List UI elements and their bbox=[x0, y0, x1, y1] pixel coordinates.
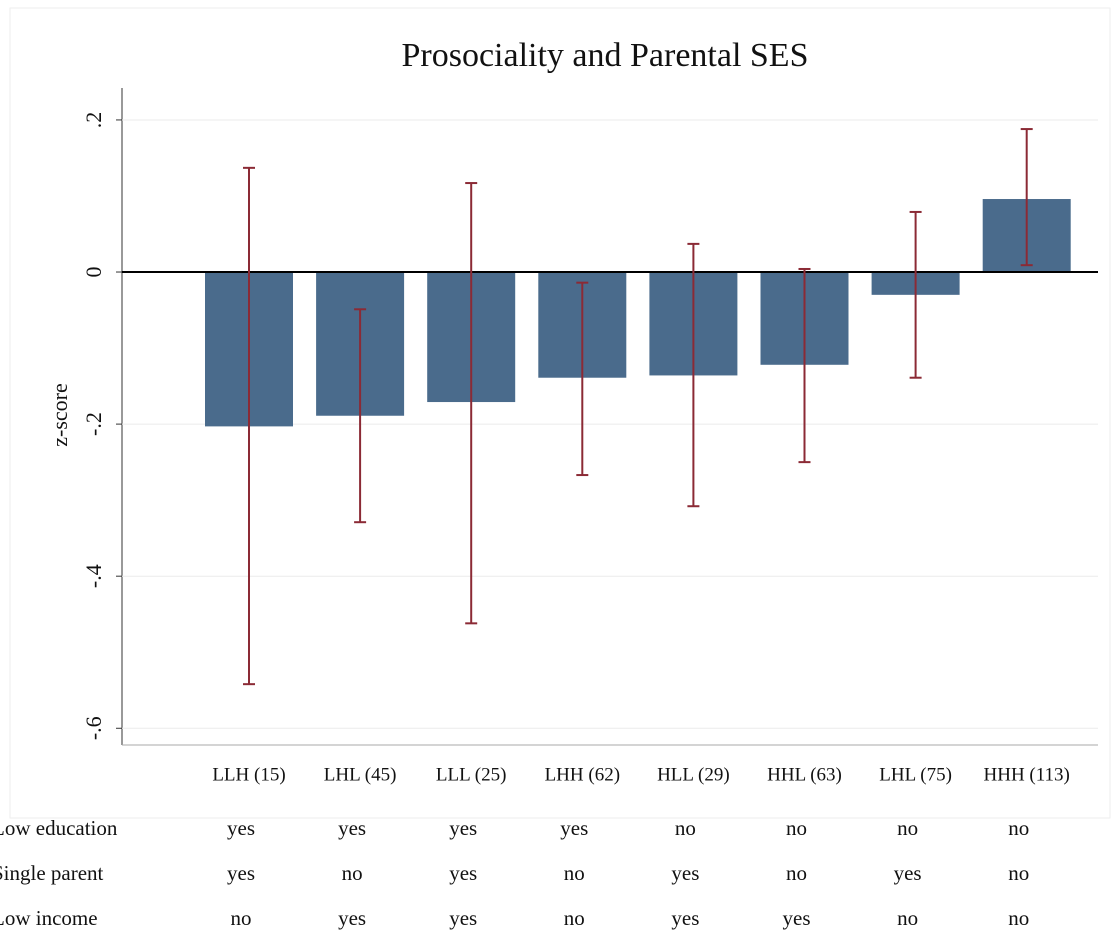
table-cell: no bbox=[897, 816, 918, 840]
x-tick-label: LHH (62) bbox=[545, 764, 620, 785]
y-tick-label: -.4 bbox=[81, 564, 106, 588]
x-tick-label: LLH (15) bbox=[212, 764, 285, 785]
table-cell: yes bbox=[338, 906, 366, 930]
table-cell: yes bbox=[449, 906, 477, 930]
y-tick-label: -.6 bbox=[81, 716, 106, 740]
table-cell: no bbox=[231, 906, 252, 930]
table-cell: no bbox=[1008, 861, 1029, 885]
x-tick-label: HHL (63) bbox=[767, 764, 842, 785]
table-cell: yes bbox=[560, 816, 588, 840]
table-cell: no bbox=[897, 906, 918, 930]
table-cell: yes bbox=[671, 861, 699, 885]
table-cell: no bbox=[1008, 906, 1029, 930]
table-cell: no bbox=[675, 816, 696, 840]
x-tick-label: LHL (45) bbox=[324, 764, 397, 785]
table-cell: yes bbox=[671, 906, 699, 930]
y-axis-label: z-score bbox=[47, 383, 72, 447]
table-cell: no bbox=[564, 861, 585, 885]
table-cell: yes bbox=[227, 861, 255, 885]
chart-frame bbox=[9, 7, 1111, 819]
table-cell: no bbox=[1008, 816, 1029, 840]
table-cell: no bbox=[786, 861, 807, 885]
x-tick-label: LHL (75) bbox=[879, 764, 952, 785]
y-tick-label: -.2 bbox=[81, 412, 106, 436]
x-tick-label: HHH (113) bbox=[984, 764, 1070, 785]
y-tick-label: .2 bbox=[81, 112, 106, 129]
row-label: Low education bbox=[0, 816, 118, 840]
chart-title: Prosociality and Parental SES bbox=[401, 37, 808, 74]
table-cell: no bbox=[342, 861, 363, 885]
row-label: Low income bbox=[0, 906, 98, 930]
table-cell: yes bbox=[894, 861, 922, 885]
table-cell: yes bbox=[449, 816, 477, 840]
row-label: Single parent bbox=[0, 861, 104, 885]
x-tick-label: LLL (25) bbox=[436, 764, 507, 785]
table-cell: yes bbox=[783, 906, 811, 930]
table-cell: yes bbox=[449, 861, 477, 885]
table-cell: yes bbox=[338, 816, 366, 840]
x-tick-label: HLL (29) bbox=[657, 764, 730, 785]
y-tick-label: 0 bbox=[81, 267, 106, 278]
table-cell: no bbox=[786, 816, 807, 840]
table-cell: yes bbox=[227, 816, 255, 840]
table-cell: no bbox=[564, 906, 585, 930]
